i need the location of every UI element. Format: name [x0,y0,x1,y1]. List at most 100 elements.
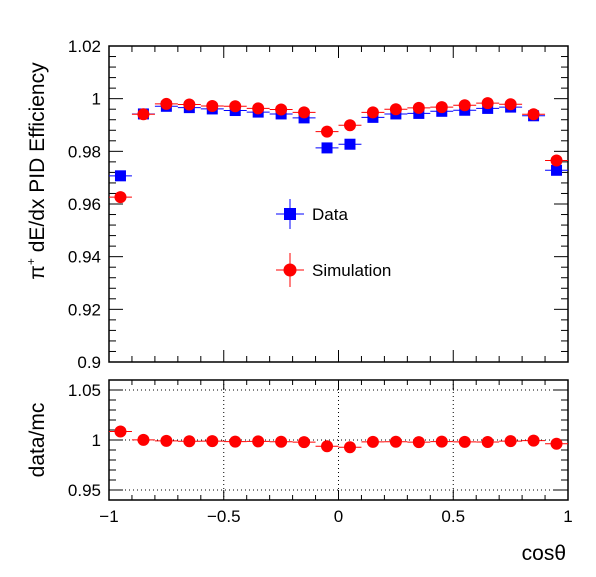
simulation-point [384,103,408,116]
simulation-marker [321,125,334,138]
simulation-marker [275,103,288,116]
simulation-marker [183,98,196,111]
simulation-point [200,100,224,113]
legend-entry-simulation: Simulation [276,253,391,287]
simulation-marker [435,435,448,448]
ratio-point [361,435,385,448]
data-marker [344,138,356,150]
simulation-marker [458,99,471,112]
simulation-marker [321,440,334,453]
simulation-marker [527,434,540,447]
top-y-axis-label: π+ dE/dx PID Efficiency [24,62,49,280]
top-y-axis-label-sup: + [24,258,38,265]
simulation-point [476,97,500,110]
simulation-marker [137,433,150,446]
legend-marker-simulation [283,263,297,277]
simulation-point [499,98,523,111]
simulation-marker [114,425,127,438]
ratio-point [545,437,568,450]
legend-label-simulation: Simulation [312,261,391,280]
simulation-marker [435,101,448,114]
ratio-point [292,436,316,449]
simulation-point [246,102,270,115]
data-point [545,164,568,176]
simulation-marker [504,98,517,111]
simulation-marker [412,101,425,114]
simulation-marker [343,441,356,454]
simulation-marker [229,100,242,113]
simulation-point [338,119,362,132]
simulation-marker [412,436,425,449]
simulation-marker [183,435,196,448]
simulation-point [269,103,293,116]
simulation-marker [481,97,494,110]
ratio-point [430,435,454,448]
ratio-point [476,436,500,448]
ratio-point [384,435,408,448]
simulation-marker [366,106,379,119]
simulation-point [522,108,546,121]
data-point [338,138,362,150]
top-y-tick-label: 0.92 [68,300,101,319]
simulation-marker [252,435,265,448]
bottom-y-tick-label: 1.05 [68,381,101,400]
bottom-y-tick-label: 0.95 [68,481,101,500]
simulation-point [109,191,132,204]
simulation-marker [389,435,402,448]
simulation-marker [275,435,288,448]
ratio-point [315,440,339,453]
top-y-tick-label: 0.98 [68,142,101,161]
x-tick-label: 0.5 [441,507,465,526]
ratio-point [407,436,431,449]
top-y-tick-label: 1.02 [68,37,101,56]
simulation-point [430,101,454,114]
legend-entry-data: Data [276,199,348,229]
simulation-marker [252,102,265,115]
ratio-point [246,435,270,448]
simulation-marker [550,437,563,450]
simulation-marker [160,434,173,447]
top-y-tick-label: 1 [92,90,101,109]
simulation-marker [229,435,242,448]
x-axis-label: cosθ [522,542,566,565]
x-tick-label: 0 [334,507,343,526]
simulation-point [407,101,431,114]
simulation-marker [366,435,379,448]
simulation-point [361,106,385,119]
simulation-marker [206,100,219,113]
ratio-point [453,435,477,448]
ratio-point [131,433,155,446]
ratio-point [269,435,293,448]
data-marker [551,164,563,176]
simulation-marker [160,97,173,110]
simulation-marker [343,119,356,132]
simulation-marker [298,106,311,119]
simulation-point [315,125,339,138]
x-tick-label: 1 [563,507,572,526]
simulation-marker [137,108,150,121]
simulation-point [131,108,155,121]
simulation-marker [114,191,127,204]
simulation-marker [458,435,471,448]
simulation-marker [550,154,563,167]
ratio-point [522,434,546,447]
legend-label-data: Data [312,205,348,224]
bottom-y-tick-label: 1 [92,431,101,450]
simulation-marker [389,103,402,116]
legend-marker-data [284,208,296,220]
x-tick-label: −0.5 [207,507,241,526]
bottom-y-axis-label: data/mc [26,403,49,478]
data-marker [321,142,333,154]
simulation-marker [527,108,540,121]
ratio-point [499,435,523,448]
simulation-marker [481,436,494,448]
top-y-tick-label: 0.96 [68,195,101,214]
data-point [315,142,339,154]
simulation-point [177,98,201,111]
top-y-tick-label: 0.9 [77,353,101,372]
top-plot-frame [108,45,569,363]
ratio-point [109,425,132,438]
simulation-point [154,97,178,110]
ratio-point [338,441,362,454]
simulation-point [545,154,568,167]
